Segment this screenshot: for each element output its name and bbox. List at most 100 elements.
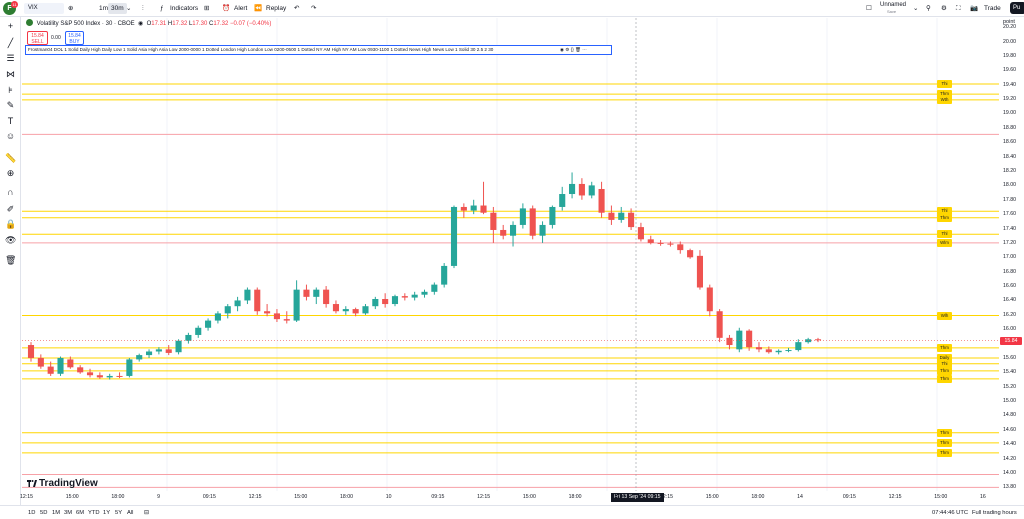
alert-icon[interactable]: ⏰: [222, 5, 231, 12]
settings-icon[interactable]: ⚙: [941, 5, 947, 12]
level-label-tag[interactable]: Thm: [937, 366, 952, 375]
indicator-source-icon[interactable]: {}: [570, 47, 574, 52]
zoom-in-icon[interactable]: ⊕: [6, 168, 15, 178]
price-tick-label: 17.80: [1003, 196, 1016, 203]
utc-clock[interactable]: 07:44:46 UTC: [932, 510, 969, 516]
time-tick-label: 18:00: [751, 494, 765, 500]
level-label-tag[interactable]: Thl: [937, 207, 952, 216]
candle-body: [273, 313, 280, 320]
trash-icon[interactable]: 🗑: [5, 255, 17, 265]
interval-1m-button[interactable]: 1m: [99, 5, 109, 12]
layout-dropdown-icon[interactable]: ⌄: [913, 5, 919, 12]
text-icon[interactable]: T: [7, 116, 14, 126]
time-axis[interactable]: Fri 13 Sep '24 09:15 12:15 15:00 18:00 9 09:…: [20, 491, 999, 505]
time-tick-label: 16: [980, 494, 986, 500]
range-button-1m[interactable]: 1M: [52, 510, 61, 516]
publish-button[interactable]: Pu: [1010, 2, 1024, 14]
range-button-3m[interactable]: 3M: [64, 510, 73, 516]
replay-button[interactable]: Replay: [266, 5, 287, 12]
ruler-icon[interactable]: 📏: [5, 153, 17, 163]
indicators-button[interactable]: Indicators: [170, 5, 199, 12]
indicators-icon[interactable]: ƒ: [160, 5, 164, 12]
trade-button[interactable]: Trade: [984, 5, 1001, 12]
candle-body: [814, 339, 822, 341]
candle-body: [146, 351, 153, 356]
screenshot-icon[interactable]: 📷: [970, 5, 979, 12]
layout-name[interactable]: Unnamed: [880, 2, 907, 8]
level-label-tag[interactable]: Thm: [937, 213, 952, 222]
level-label-tag[interactable]: Thm: [937, 428, 952, 437]
candle-body: [313, 289, 320, 297]
range-button-all[interactable]: All: [127, 510, 134, 516]
indicator-settings-icon[interactable]: ⚙: [565, 47, 570, 52]
emoji-icon[interactable]: ☺: [5, 131, 16, 141]
candle-body: [254, 289, 261, 312]
fullscreen-icon[interactable]: ⛶: [956, 5, 961, 12]
forecasting-icon[interactable]: ⊧: [8, 85, 13, 95]
level-label-tag[interactable]: Thl: [937, 230, 952, 239]
time-tick-label: 12:15: [20, 494, 33, 500]
layout-checkbox-icon[interactable]: ☐: [866, 5, 872, 12]
interval-dropdown-icon[interactable]: ⌄: [126, 5, 132, 12]
undo-icon[interactable]: ↶: [294, 5, 300, 12]
range-button-6m[interactable]: 6M: [76, 510, 85, 516]
range-button-1y[interactable]: 1Y: [103, 510, 111, 516]
spread-value: 0.00: [51, 35, 61, 41]
templates-icon[interactable]: ⊞: [204, 5, 210, 12]
candle-body: [126, 359, 133, 376]
price-axis[interactable]: 20.20 20.00 19.80 19.60 19.40 19.20 19.00 18.80…: [999, 17, 1024, 505]
lock-icon[interactable]: 🔒: [5, 219, 17, 229]
indicator-delete-icon[interactable]: 🗑: [575, 47, 581, 52]
series-title[interactable]: Volatility S&P 500 Index · 30 · CBOE: [36, 21, 135, 27]
buy-button[interactable]: 15.84 BUY: [65, 31, 84, 45]
brush-icon[interactable]: ✎: [6, 100, 15, 110]
chart-pane[interactable]: [22, 18, 999, 505]
candle-body: [480, 205, 487, 213]
level-label-tag[interactable]: Thm: [937, 90, 952, 99]
range-button-1d[interactable]: 1D: [28, 510, 36, 516]
indicator-eye-icon[interactable]: ◉: [560, 47, 565, 52]
candle-body: [490, 212, 497, 230]
indicator-legend-row[interactable]: Frostman04 DOL 1 Solid Daily High Daily …: [25, 45, 612, 55]
fib-retracement-icon[interactable]: ☰: [6, 53, 15, 63]
level-label-tag[interactable]: Wlh: [937, 311, 952, 320]
range-button-ytd[interactable]: YTD: [88, 510, 100, 516]
level-label-tag[interactable]: Wlm: [937, 238, 952, 247]
quick-search-icon[interactable]: ⚲: [926, 5, 931, 12]
chart-type-icon[interactable]: ⫶: [142, 5, 144, 12]
level-label-tag[interactable]: Thi: [937, 359, 952, 368]
alert-button[interactable]: Alert: [234, 5, 248, 12]
level-label-tag[interactable]: Thm: [937, 374, 952, 383]
candle-body: [165, 349, 172, 353]
session-label[interactable]: Full trading hours: [972, 510, 1017, 516]
sell-button[interactable]: 15.84 SELL: [27, 31, 48, 45]
replay-icon[interactable]: ⏪: [254, 5, 263, 12]
price-tick-label: 18.40: [1003, 153, 1016, 160]
compare-symbol-icon[interactable]: ⊕: [68, 5, 74, 12]
trend-line-icon[interactable]: ╱: [7, 38, 14, 48]
range-button-5d[interactable]: 5D: [40, 510, 48, 516]
visibility-icon[interactable]: 👁: [5, 235, 17, 245]
goto-date-icon[interactable]: ⊟: [144, 510, 149, 516]
chart-canvas[interactable]: [22, 18, 999, 505]
crosshair-icon[interactable]: +: [7, 21, 14, 31]
patterns-icon[interactable]: ⋈: [6, 69, 15, 79]
level-label-tag[interactable]: Thi: [937, 79, 952, 88]
level-label-tag[interactable]: Thm: [937, 343, 952, 352]
price-tick-label: 19.20: [1003, 96, 1016, 103]
level-label-tag[interactable]: Thm: [937, 438, 952, 447]
interval-30m-button[interactable]: 30m: [108, 3, 127, 14]
level-label-tag[interactable]: Daily: [937, 353, 952, 362]
level-label-tag[interactable]: Thm: [937, 448, 952, 457]
visibility-eye-icon[interactable]: ◉: [137, 21, 144, 27]
candle-body: [549, 206, 556, 225]
level-label-tag[interactable]: Wth: [937, 95, 952, 104]
price-tick-label: 14.80: [1003, 412, 1016, 419]
redo-icon[interactable]: ↷: [311, 5, 317, 12]
drawing-mode-icon[interactable]: ✐: [6, 204, 15, 214]
range-button-5y[interactable]: 5Y: [115, 510, 123, 516]
symbol-search[interactable]: VIX: [24, 3, 64, 14]
candle-body: [637, 227, 644, 240]
magnet-icon[interactable]: ∩: [7, 187, 14, 197]
indicator-more-icon[interactable]: ···: [582, 47, 587, 52]
